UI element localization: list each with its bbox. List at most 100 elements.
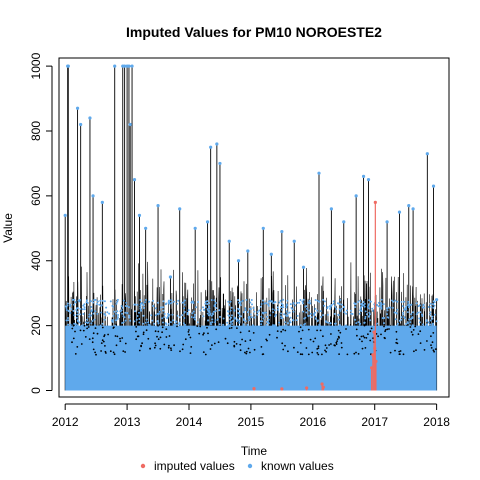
- known-value-point: [196, 321, 199, 324]
- known-value-point: [366, 306, 369, 308]
- known-value-point: [405, 305, 408, 308]
- known-value-point: [162, 321, 164, 324]
- y-axis: 0 200 400 600 800 1000: [29, 52, 53, 394]
- known-value-point: [289, 303, 292, 306]
- known-value-point: [238, 319, 241, 322]
- legend-marker: [247, 463, 253, 469]
- known-value-point: [383, 322, 385, 325]
- known-value-gap: [299, 353, 302, 356]
- known-value-point: [140, 309, 143, 312]
- known-value-point: [194, 313, 196, 316]
- known-value-point: [162, 306, 165, 309]
- known-value-gap: [245, 352, 248, 355]
- known-value-point: [334, 322, 337, 325]
- known-value-gap: [419, 342, 422, 344]
- known-value-point: [191, 312, 194, 315]
- known-value-point: [407, 300, 410, 303]
- x-tick-label: 2016: [299, 415, 326, 429]
- known-value-point: [261, 320, 264, 323]
- known-value-point: [85, 301, 88, 304]
- known-value-point: [182, 322, 185, 325]
- known-value-gap: [170, 349, 173, 351]
- known-value-point: [147, 321, 150, 324]
- known-value-gap: [430, 347, 433, 349]
- known-value-gap: [74, 353, 77, 355]
- known-value-gap: [432, 332, 435, 334]
- known-value-gap: [87, 326, 90, 328]
- known-value-gap: [431, 341, 434, 344]
- known-value-point: [429, 302, 432, 305]
- known-value-point: [151, 319, 154, 322]
- known-value-point: [202, 306, 204, 309]
- known-value-point: [337, 302, 339, 305]
- known-value-point: [161, 317, 164, 320]
- known-value-point: [329, 306, 332, 309]
- known-value-point: [157, 313, 160, 316]
- known-value-point: [259, 320, 262, 323]
- known-value-point: [431, 303, 434, 306]
- known-value-gap: [207, 332, 209, 335]
- known-value-point: [121, 322, 124, 324]
- known-value-point: [386, 313, 388, 316]
- known-value-point: [116, 317, 119, 320]
- known-value-point: [355, 322, 358, 325]
- known-value-point: [154, 307, 157, 310]
- known-value-gap: [184, 338, 187, 341]
- known-value-point: [206, 300, 209, 302]
- known-value-point: [246, 249, 250, 253]
- known-value-point: [169, 321, 172, 324]
- known-value-point: [253, 310, 256, 313]
- known-value-point: [231, 314, 233, 317]
- known-value-point: [275, 313, 277, 316]
- known-value-point: [260, 303, 263, 305]
- known-value-point: [81, 308, 84, 311]
- known-value-point: [351, 313, 354, 315]
- known-value-point: [249, 301, 252, 304]
- known-value-point: [362, 301, 365, 303]
- known-value-point: [91, 194, 95, 198]
- known-value-gap: [74, 330, 76, 333]
- known-value-gap: [96, 332, 99, 335]
- known-value-point: [206, 312, 209, 315]
- known-value-point: [218, 161, 222, 166]
- known-value-gap: [335, 343, 338, 345]
- known-value-point: [170, 301, 173, 304]
- known-value-point: [207, 310, 210, 313]
- known-value-gap: [268, 333, 271, 336]
- known-value-point: [391, 299, 394, 302]
- known-value-gap: [114, 335, 117, 337]
- known-value-point: [338, 303, 341, 306]
- known-value-point: [177, 299, 180, 302]
- known-value-point: [71, 298, 74, 301]
- known-value-point: [263, 302, 266, 305]
- known-value-gap: [122, 350, 125, 352]
- known-value-point: [184, 323, 187, 326]
- known-value-point: [134, 310, 137, 313]
- known-value-point: [364, 317, 367, 320]
- known-value-gap: [377, 335, 379, 338]
- known-value-point: [66, 302, 69, 305]
- known-value-gap: [198, 332, 201, 335]
- known-value-point: [396, 322, 399, 325]
- known-value-gap: [161, 326, 164, 329]
- known-value-point: [162, 309, 165, 312]
- known-value-point: [397, 210, 402, 214]
- known-value-gap: [307, 328, 310, 331]
- known-value-point: [103, 318, 106, 321]
- known-value-point: [250, 299, 253, 301]
- known-value-gap: [266, 339, 268, 342]
- known-value-point: [246, 323, 249, 326]
- known-value-point: [425, 152, 429, 156]
- known-value-gap: [142, 333, 145, 336]
- known-value-point: [369, 313, 371, 316]
- known-value-point: [125, 301, 128, 304]
- known-value-gap: [149, 347, 152, 350]
- known-value-gap: [187, 331, 190, 333]
- known-value-point: [214, 304, 217, 307]
- known-value-point: [354, 194, 358, 198]
- known-value-gap: [124, 351, 126, 353]
- known-value-point: [88, 315, 91, 318]
- known-value-gap: [340, 346, 343, 349]
- known-value-gap: [365, 337, 368, 339]
- known-value-point: [359, 309, 362, 312]
